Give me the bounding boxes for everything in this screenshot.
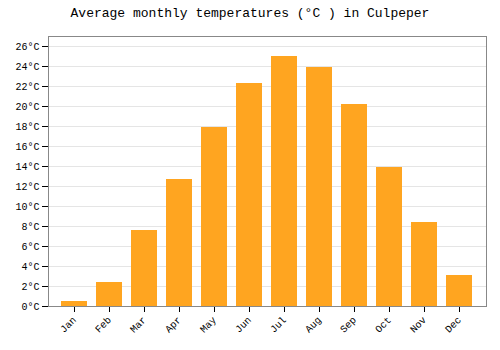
svg-text:May: May [198, 315, 219, 336]
svg-text:16°C: 16°C [15, 142, 39, 153]
svg-text:Feb: Feb [93, 315, 114, 336]
svg-text:Aug: Aug [303, 315, 324, 336]
svg-text:Jan: Jan [58, 315, 79, 336]
svg-text:Jul: Jul [268, 315, 289, 336]
svg-text:14°C: 14°C [15, 162, 39, 173]
svg-text:20°C: 20°C [15, 102, 39, 113]
svg-text:10°C: 10°C [15, 202, 39, 213]
svg-text:22°C: 22°C [15, 82, 39, 93]
svg-text:24°C: 24°C [15, 62, 39, 73]
svg-text:12°C: 12°C [15, 182, 39, 193]
svg-text:26°C: 26°C [15, 42, 39, 53]
svg-text:4°C: 4°C [21, 262, 39, 273]
html-text:Average monthly temperatures (: Average monthly temperatures (°C ) in Cu… [70, 6, 430, 21]
svg-text:Dec: Dec [443, 315, 464, 336]
svg-text:Oct: Oct [373, 315, 394, 336]
svg-text:Nov: Nov [408, 315, 429, 336]
svg-text:2°C: 2°C [21, 282, 39, 293]
svg-text:Apr: Apr [163, 315, 184, 336]
svg-text:Mar: Mar [128, 315, 149, 336]
svg-text:8°C: 8°C [21, 222, 39, 233]
svg-text:Jun: Jun [233, 315, 254, 336]
svg-text:18°C: 18°C [15, 122, 39, 133]
svg-text:6°C: 6°C [21, 242, 39, 253]
svg-text:0°C: 0°C [21, 302, 39, 313]
svg-text:Sep: Sep [338, 315, 359, 336]
